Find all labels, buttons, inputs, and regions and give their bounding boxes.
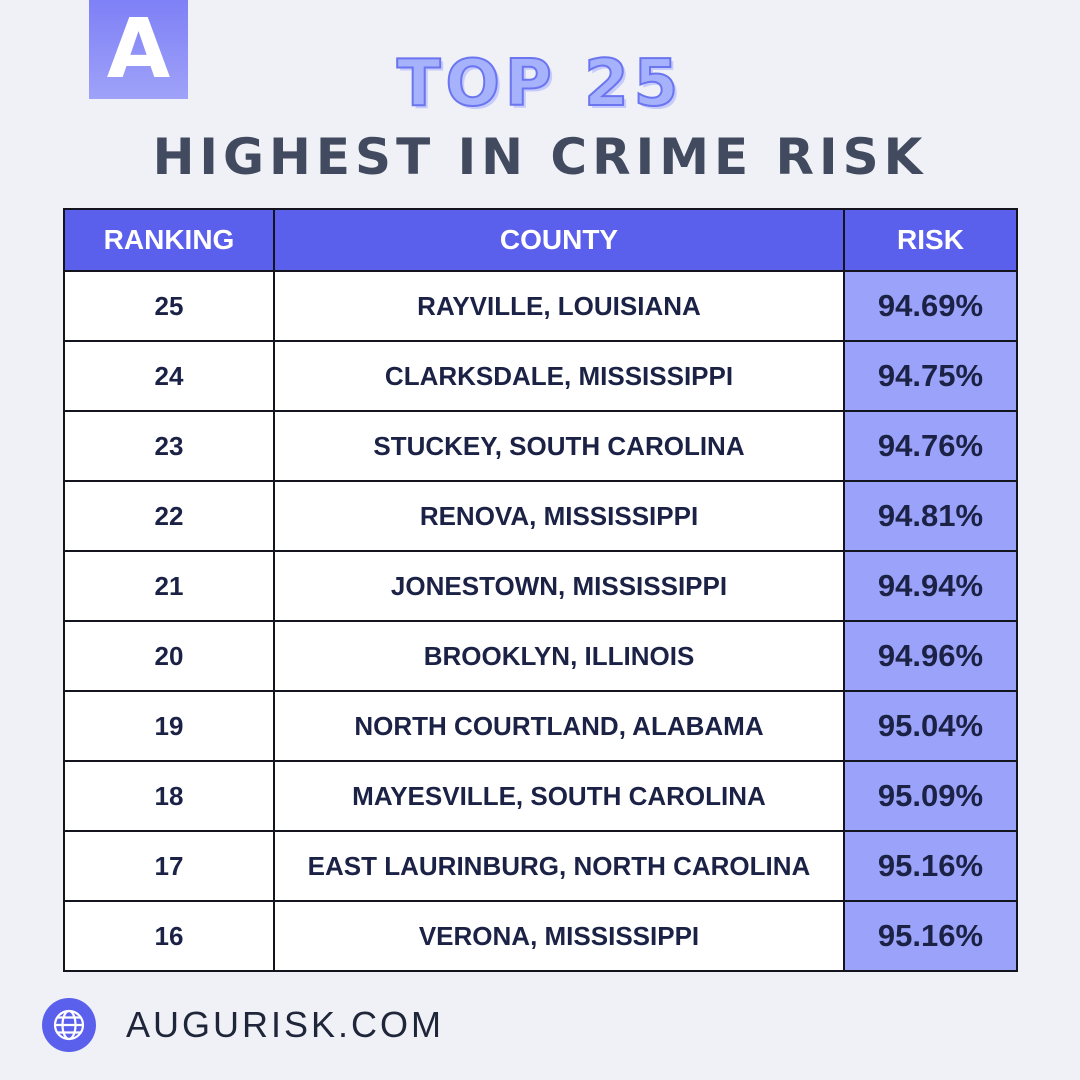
rank-cell: 22 xyxy=(63,480,275,552)
risk-cell: 94.75% xyxy=(843,340,1018,412)
header-ranking: RANKING xyxy=(63,208,275,272)
risk-cell: 94.81% xyxy=(843,480,1018,552)
rank-cell: 25 xyxy=(63,270,275,342)
county-cell: STUCKEY, SOUTH CAROLINA xyxy=(273,410,845,482)
risk-cell: 94.69% xyxy=(843,270,1018,342)
county-cell: JONESTOWN, MISSISSIPPI xyxy=(273,550,845,622)
county-cell: EAST LAURINBURG, NORTH CAROLINA xyxy=(273,830,845,902)
title-top: TOP 25 xyxy=(396,47,684,121)
title-subtitle: HIGHEST IN CRIME RISK xyxy=(152,128,928,186)
table-row: 19 NORTH COURTLAND, ALABAMA 95.04% xyxy=(63,690,1018,762)
header-county: COUNTY xyxy=(273,208,845,272)
county-cell: MAYESVILLE, SOUTH CAROLINA xyxy=(273,760,845,832)
brand-logo: A xyxy=(89,0,188,99)
globe-icon xyxy=(42,998,96,1052)
risk-cell: 94.96% xyxy=(843,620,1018,692)
risk-cell: 95.04% xyxy=(843,690,1018,762)
rank-cell: 24 xyxy=(63,340,275,412)
risk-cell: 94.94% xyxy=(843,550,1018,622)
rank-cell: 19 xyxy=(63,690,275,762)
table-row: 21 JONESTOWN, MISSISSIPPI 94.94% xyxy=(63,550,1018,622)
county-cell: VERONA, MISSISSIPPI xyxy=(273,900,845,972)
county-cell: CLARKSDALE, MISSISSIPPI xyxy=(273,340,845,412)
table-row: 22 RENOVA, MISSISSIPPI 94.81% xyxy=(63,480,1018,552)
rank-cell: 23 xyxy=(63,410,275,482)
rank-cell: 16 xyxy=(63,900,275,972)
table-row: 16 VERONA, MISSISSIPPI 95.16% xyxy=(63,900,1018,972)
table-row: 18 MAYESVILLE, SOUTH CAROLINA 95.09% xyxy=(63,760,1018,832)
ranking-table: RANKING COUNTY RISK 25 RAYVILLE, LOUISIAN… xyxy=(63,208,1018,972)
risk-cell: 95.09% xyxy=(843,760,1018,832)
risk-cell: 95.16% xyxy=(843,900,1018,972)
table-row: 17 EAST LAURINBURG, NORTH CAROLINA 95.16% xyxy=(63,830,1018,902)
table-row: 20 BROOKLYN, ILLINOIS 94.96% xyxy=(63,620,1018,692)
rank-cell: 21 xyxy=(63,550,275,622)
table-body: 25 RAYVILLE, LOUISIANA 94.69% 24 CLARKSDALE,… xyxy=(63,270,1018,972)
table-row: 25 RAYVILLE, LOUISIANA 94.69% xyxy=(63,270,1018,342)
county-cell: RENOVA, MISSISSIPPI xyxy=(273,480,845,552)
logo-letter: A xyxy=(106,1,171,97)
county-cell: RAYVILLE, LOUISIANA xyxy=(273,270,845,342)
risk-cell: 94.76% xyxy=(843,410,1018,482)
rank-cell: 17 xyxy=(63,830,275,902)
rank-cell: 18 xyxy=(63,760,275,832)
table-header-row: RANKING COUNTY RISK xyxy=(63,208,1018,272)
header-risk: RISK xyxy=(843,208,1018,272)
table-row: 23 STUCKEY, SOUTH CAROLINA 94.76% xyxy=(63,410,1018,482)
county-cell: NORTH COURTLAND, ALABAMA xyxy=(273,690,845,762)
risk-cell: 95.16% xyxy=(843,830,1018,902)
footer-url[interactable]: AUGURISK.COM xyxy=(126,1004,445,1045)
rank-cell: 20 xyxy=(63,620,275,692)
table-row: 24 CLARKSDALE, MISSISSIPPI 94.75% xyxy=(63,340,1018,412)
county-cell: BROOKLYN, ILLINOIS xyxy=(273,620,845,692)
